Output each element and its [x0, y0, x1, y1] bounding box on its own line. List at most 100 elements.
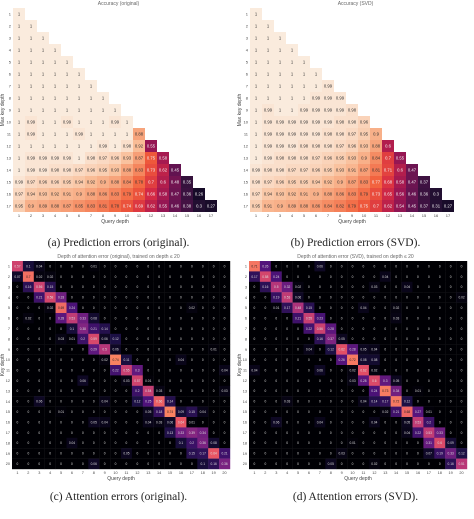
cell-value-label: 0	[450, 264, 452, 268]
heatmap-cell	[358, 176, 370, 188]
cell-value-label: 0	[275, 431, 277, 435]
heatmap-cell	[142, 406, 154, 418]
heatmap-cell	[219, 458, 231, 470]
cell-value-label: 0.94	[312, 180, 321, 185]
cell-value-label: 0	[115, 420, 117, 424]
heatmap-cell	[379, 271, 391, 282]
heatmap-cell	[286, 164, 298, 176]
heatmap-cell	[249, 344, 261, 355]
heatmap-cell	[310, 104, 322, 116]
heatmap-cell	[110, 458, 122, 470]
heatmap-cell	[379, 365, 391, 376]
heatmap-cells: 11 11 1 11 1 1 11 1 1 1 11 1 1 1 1 11 1 1 1 1 1 11 1 1 1 1 1 1 11 1 1 1…	[13, 8, 217, 212]
cell-value-label: 1	[279, 108, 282, 113]
heatmap-cell	[25, 92, 37, 104]
cell-value-label: 0	[341, 420, 343, 424]
heatmap-cell	[197, 292, 209, 303]
x-tick-label: 13	[146, 471, 150, 475]
heatmap-cell	[61, 176, 73, 188]
cell-value-label: 0	[395, 462, 397, 466]
heatmap-cell	[346, 164, 358, 176]
cell-value-label: 0	[286, 316, 288, 320]
cell-value-label: 0	[352, 420, 354, 424]
cell-value-label: 1	[291, 108, 294, 113]
cell-value-label: 0	[82, 358, 84, 362]
y-tick-label: 13	[6, 389, 10, 393]
cell-value-label: 1	[90, 132, 93, 137]
cell-value-label: 0	[213, 431, 215, 435]
heatmap-cell	[219, 281, 231, 293]
heatmap-cell	[286, 176, 298, 188]
heatmap-cell	[274, 44, 286, 56]
cell-value-label: 0.16	[262, 285, 268, 289]
heatmap-cell	[88, 427, 100, 438]
heatmap-cell	[303, 396, 315, 407]
heatmap-cell	[434, 396, 446, 407]
heatmap-cell	[418, 188, 430, 200]
heatmap-cell	[292, 281, 304, 293]
heatmap-cell	[49, 176, 61, 188]
cell-value-label: 0	[60, 285, 62, 289]
heatmap-cell	[250, 80, 262, 92]
heatmap-cell	[434, 385, 446, 397]
cell-value-label: 0	[147, 431, 149, 435]
heatmap-cell	[197, 323, 209, 334]
cell-value-label: 0	[373, 441, 375, 445]
heatmap-cell	[197, 417, 209, 428]
cell-value-label: 0	[147, 306, 149, 310]
heatmap-cell	[142, 261, 154, 272]
cell-value-label: 1	[42, 108, 45, 113]
cell-value-label: 0.01	[189, 420, 195, 424]
heatmap-cell	[22, 448, 34, 459]
cell-value-label: 0	[180, 275, 182, 279]
heatmap-cell	[33, 406, 45, 418]
cell-value-label: 0	[147, 348, 149, 352]
heatmap-cell	[298, 92, 310, 104]
heatmap-cell	[55, 323, 67, 334]
heatmap-cell	[169, 176, 181, 188]
heatmap-cell	[169, 164, 181, 176]
cell-value-label: 0.27	[415, 410, 421, 414]
cell-value-label: 1	[303, 60, 306, 65]
cell-value-label: 0.01	[349, 441, 355, 445]
heatmap-cell	[303, 417, 315, 428]
cell-value-label: 0.95	[63, 180, 72, 185]
cell-value-label: 1	[42, 120, 45, 125]
heatmap-cell	[368, 375, 380, 386]
heatmap-cell	[434, 302, 446, 314]
cell-value-label: 0.84	[372, 156, 381, 161]
cell-value-label: 0	[60, 431, 62, 435]
heatmap-cell	[358, 292, 370, 303]
x-tick-label: 5	[66, 213, 69, 218]
heatmap-cell	[346, 188, 358, 200]
cell-value-label: 0	[169, 306, 171, 310]
cell-value-label: 0.96	[348, 144, 357, 149]
heatmap-cell	[66, 313, 78, 324]
heatmap-cell	[314, 458, 326, 470]
cell-value-label: 0	[319, 431, 321, 435]
cell-value-label: 0	[17, 296, 19, 300]
cell-value-label: 0	[341, 306, 343, 310]
cell-value-label: 0	[104, 316, 106, 320]
cell-value-label: 0.99	[264, 156, 273, 161]
cell-value-label: 0	[60, 441, 62, 445]
heatmap-cell	[66, 437, 78, 449]
cell-value-label: 0	[286, 275, 288, 279]
heatmap-cell	[208, 406, 220, 418]
heatmap-cell	[25, 116, 37, 128]
heatmap-cell	[208, 323, 220, 334]
heatmap-cell	[99, 406, 111, 418]
cell-value-label: 0	[428, 296, 430, 300]
heatmap-cell	[334, 164, 346, 176]
cell-value-label: 0.98	[348, 108, 357, 113]
x-tick-label: 7	[327, 213, 330, 218]
cell-value-label: 0	[275, 441, 277, 445]
cell-value-label: 0	[158, 368, 160, 372]
heatmap-cell	[274, 68, 286, 80]
heatmap-cell	[142, 292, 154, 303]
heatmap-cell	[434, 417, 446, 428]
cell-value-label: 0.02	[382, 410, 388, 414]
cell-value-label: 0	[213, 337, 215, 341]
cell-value-label: 0	[341, 275, 343, 279]
heatmap-cell	[181, 176, 193, 188]
